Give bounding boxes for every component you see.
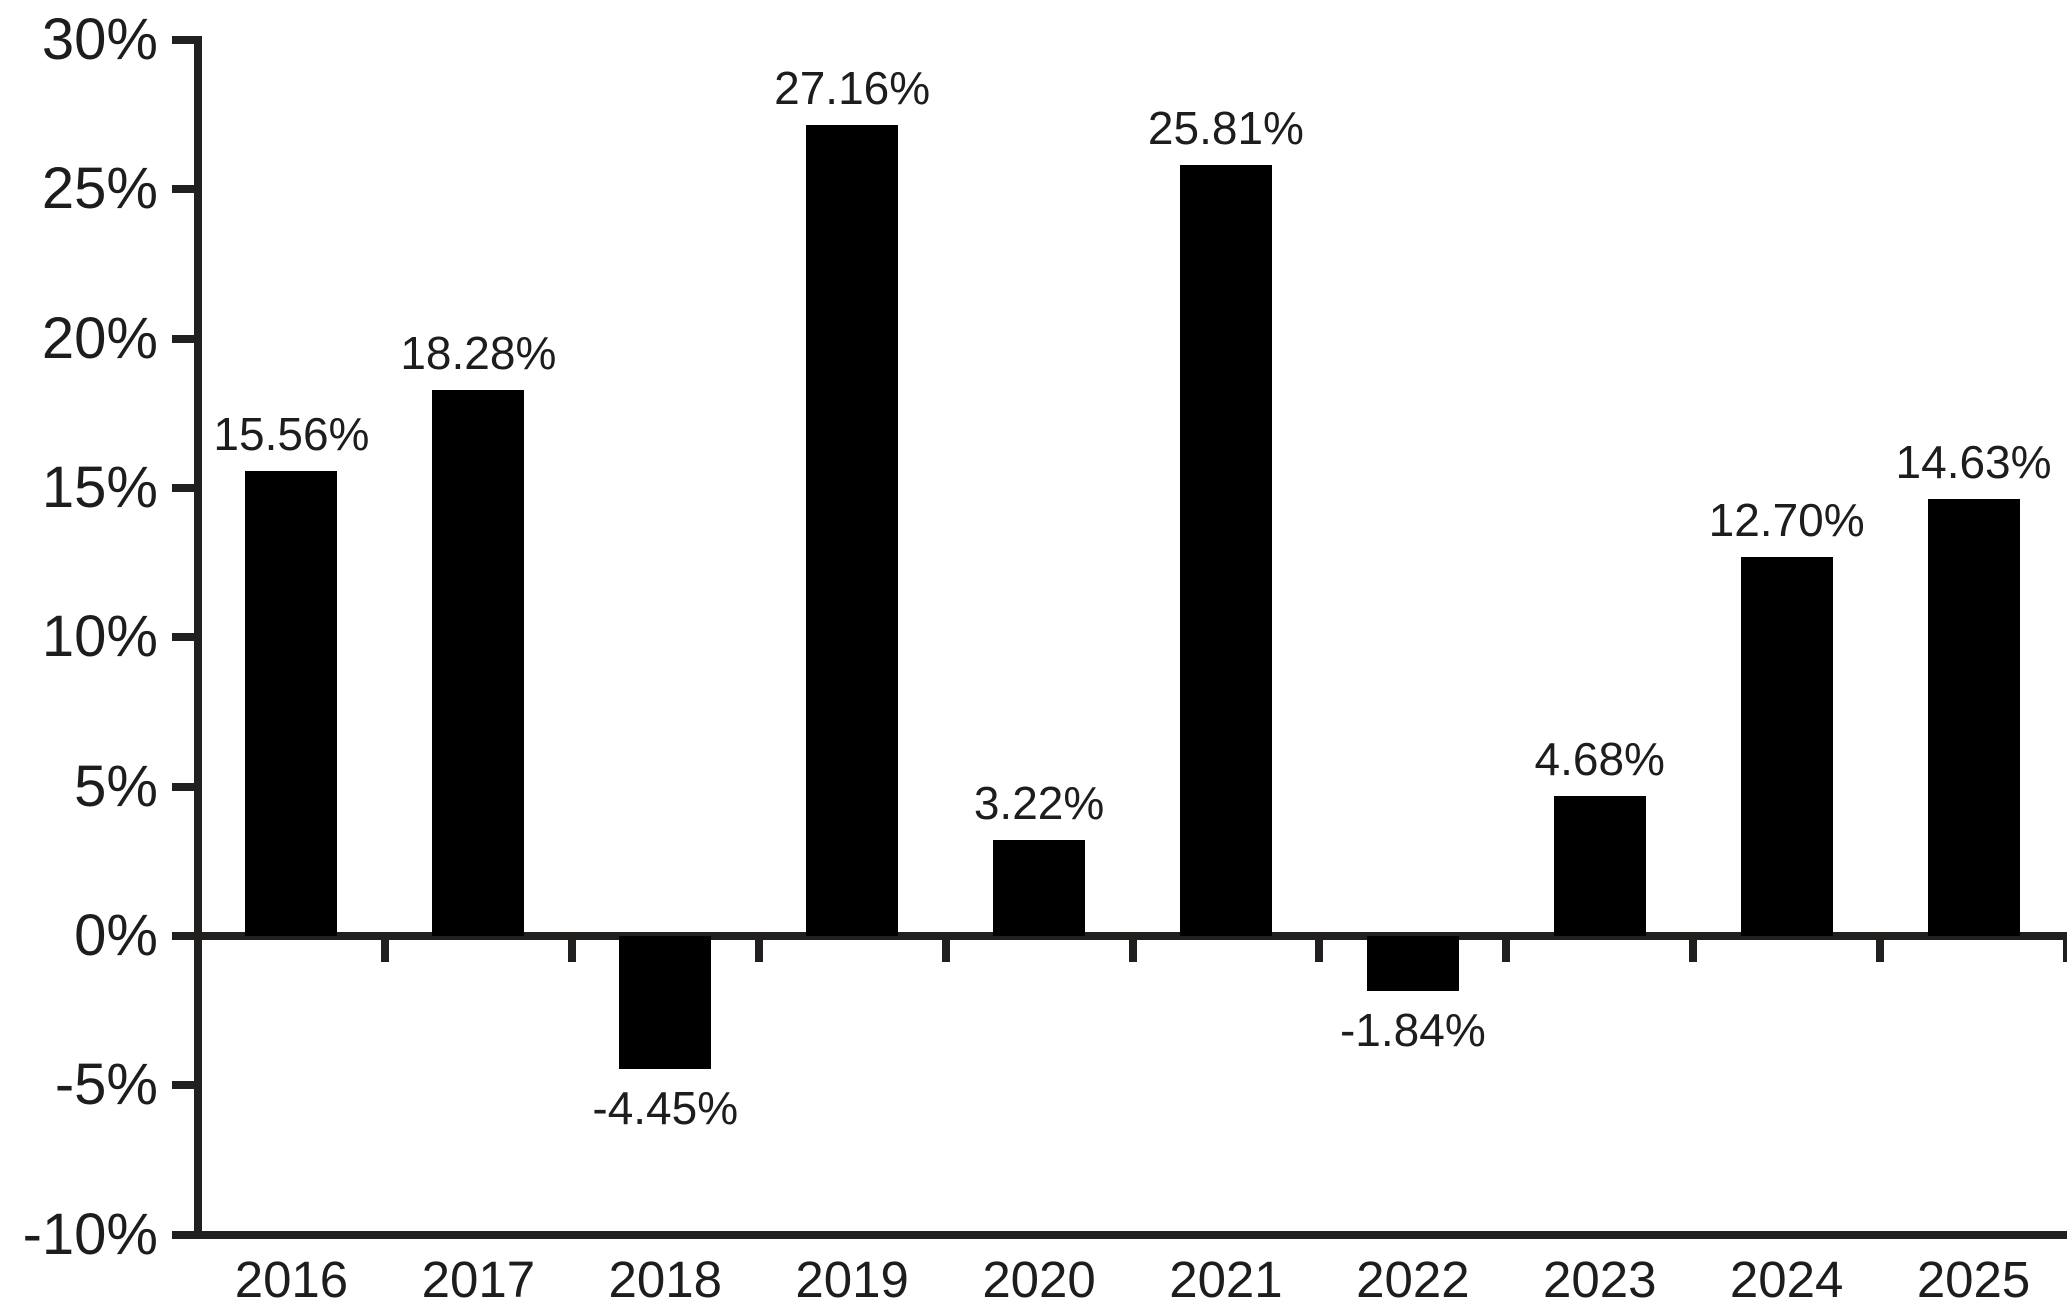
bar-2019 [806, 124, 899, 936]
bar-value-label: -4.45% [592, 1081, 739, 1134]
y-tick [172, 483, 198, 492]
x-axis-label-2022: 2022 [1356, 1251, 1470, 1308]
bar-2017 [432, 389, 525, 936]
y-tick-label: 10% [41, 604, 158, 670]
x-axis-label-2018: 2018 [608, 1251, 722, 1308]
y-tick-label: 5% [74, 753, 158, 819]
bar-value-label: 27.16% [774, 61, 931, 114]
bar-value-label: -1.84% [1339, 1003, 1486, 1056]
x-tick [567, 940, 576, 962]
x-axis-bottom-line [172, 1230, 2067, 1239]
bar-2021 [1179, 165, 1272, 936]
bar-2020 [993, 839, 1086, 936]
x-tick [2063, 940, 2067, 962]
bar-2024 [1740, 556, 1833, 936]
y-axis-line [194, 35, 202, 1239]
y-tick [172, 334, 198, 343]
x-axis-label-2019: 2019 [795, 1251, 909, 1308]
y-tick-label: 30% [41, 6, 158, 72]
bar-2022 [1366, 936, 1459, 991]
bar-value-label: 14.63% [1895, 436, 2052, 488]
x-axis-label-2023: 2023 [1543, 1251, 1657, 1308]
x-tick [1689, 940, 1698, 962]
zero-baseline [194, 932, 2067, 940]
bar-value-label: 3.22% [973, 776, 1105, 829]
y-tick-label: -5% [54, 1052, 158, 1118]
y-tick [172, 782, 198, 791]
y-tick-label: 0% [74, 903, 158, 968]
x-tick [1128, 940, 1137, 962]
x-tick [941, 940, 950, 962]
y-tick [172, 633, 198, 642]
y-tick [172, 1081, 198, 1090]
y-tick-label: -10% [22, 1201, 158, 1267]
x-tick [1876, 940, 1885, 962]
y-tick [172, 932, 198, 940]
x-axis-label-2025: 2025 [1916, 1251, 2031, 1308]
x-tick [754, 940, 763, 962]
x-tick [1502, 940, 1511, 962]
bar-2025 [1927, 499, 2020, 936]
x-tick [380, 940, 389, 962]
x-axis-label-2020: 2020 [982, 1251, 1096, 1308]
bar-value-label: 4.68% [1534, 733, 1665, 786]
y-tick-label: 20% [41, 305, 158, 371]
bar-value-label: 15.56% [213, 408, 370, 461]
bar-value-label: 18.28% [400, 326, 557, 379]
bar-2018 [619, 936, 712, 1069]
bar-value-label: 12.70% [1708, 493, 1865, 546]
x-axis-label-2021: 2021 [1169, 1251, 1283, 1308]
x-axis-label-2016: 2016 [234, 1251, 349, 1308]
y-tick [172, 1230, 198, 1239]
y-tick-label: 25% [41, 156, 158, 222]
y-tick [172, 185, 198, 194]
y-tick [172, 35, 198, 44]
y-tick-label: 15% [41, 454, 158, 520]
bar-2023 [1553, 796, 1646, 936]
bar-value-label: 25.81% [1147, 102, 1304, 155]
x-axis-label-2017: 2017 [421, 1251, 536, 1308]
bar-2016 [245, 471, 338, 936]
x-axis-label-2024: 2024 [1729, 1251, 1844, 1308]
x-tick [1315, 940, 1324, 962]
